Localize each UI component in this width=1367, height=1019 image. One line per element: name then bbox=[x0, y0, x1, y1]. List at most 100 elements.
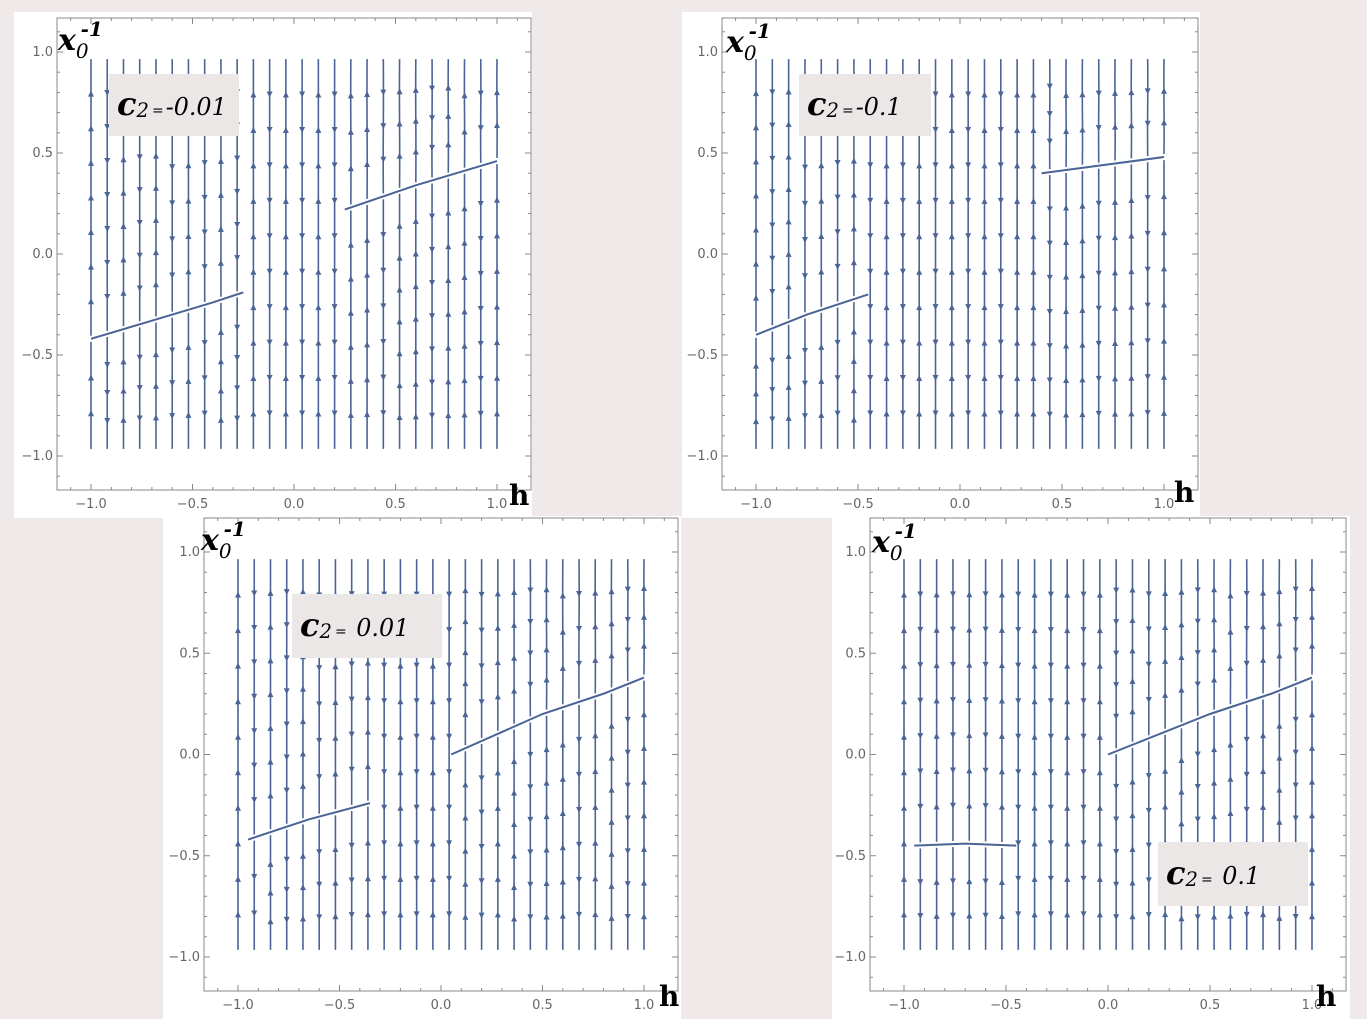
stream-arrow bbox=[867, 197, 874, 204]
stream-arrow bbox=[916, 410, 923, 417]
stream-arrow bbox=[1227, 592, 1234, 599]
stream-arrow bbox=[1129, 647, 1136, 654]
stream-arrow bbox=[641, 845, 647, 852]
stream-arrow bbox=[1129, 616, 1136, 623]
stream-arrow bbox=[1113, 849, 1120, 856]
stream-arrow bbox=[1162, 657, 1169, 664]
stream-arrow bbox=[933, 732, 940, 739]
stream-arrow bbox=[217, 416, 224, 423]
stream-arrow bbox=[266, 162, 273, 169]
stream-arrow bbox=[785, 283, 792, 290]
stream-arrow bbox=[1014, 410, 1021, 417]
streamplot-c2-0.1: −1.0 −0.5 0.0 0.5 1.0 −1.0 −0.5 0.0 0.5 1.0 c2 = 0.… bbox=[834, 517, 1347, 1013]
panel-bottom-left: −1.0 −0.5 0.0 0.5 1.0 −1.0 −0.5 0.0 0.5 1.0 c2 = 0.… bbox=[163, 516, 681, 1019]
stream-arrow bbox=[429, 115, 436, 122]
stream-arrow bbox=[1079, 306, 1086, 313]
stream-arrow bbox=[413, 698, 420, 705]
stream-arrow bbox=[396, 318, 403, 325]
stream-arrow bbox=[1144, 338, 1151, 345]
stream-arrow bbox=[1047, 875, 1054, 882]
stream-arrow bbox=[1030, 339, 1037, 346]
attracting-curve bbox=[1041, 156, 1165, 175]
stream-arrow bbox=[818, 377, 825, 384]
stream-arrow bbox=[88, 229, 94, 236]
stream-arrow bbox=[527, 618, 534, 625]
stream-arrow bbox=[381, 769, 388, 776]
stream-arrow bbox=[1079, 126, 1086, 133]
stream-arrow bbox=[1144, 120, 1151, 127]
stream-arrow bbox=[88, 90, 94, 97]
stream-arrow bbox=[396, 414, 403, 421]
stream-arrow bbox=[624, 749, 631, 756]
stream-arrow bbox=[543, 646, 550, 653]
stream-arrow bbox=[966, 767, 973, 774]
stream-arrow bbox=[347, 165, 354, 172]
stream-arrow bbox=[283, 916, 290, 923]
stream-arrow bbox=[901, 911, 907, 918]
x-tick-label: −1.0 bbox=[740, 497, 772, 512]
stream-arrow bbox=[901, 627, 907, 634]
stream-arrow bbox=[477, 340, 484, 347]
stream-arrow bbox=[201, 229, 208, 236]
stream-arrow bbox=[769, 155, 776, 162]
x-tick-label: 1.0 bbox=[1302, 998, 1323, 1013]
x-axis-label: h bbox=[1174, 476, 1194, 509]
stream-arrow bbox=[641, 584, 647, 591]
y-tick-label: 1.0 bbox=[32, 45, 53, 60]
stream-arrow bbox=[818, 343, 825, 350]
stream-arrow bbox=[1095, 340, 1102, 347]
stream-arrow bbox=[1292, 617, 1299, 624]
stream-arrow bbox=[282, 197, 289, 204]
stream-arrow bbox=[396, 152, 403, 159]
stream-arrow bbox=[965, 162, 972, 169]
stream-arrow bbox=[88, 194, 94, 201]
stream-arrow bbox=[1211, 646, 1218, 653]
stream-arrow bbox=[917, 913, 924, 920]
stream-arrow bbox=[429, 840, 436, 847]
stream-arrow bbox=[1014, 162, 1021, 169]
stream-arrow bbox=[641, 913, 647, 920]
stream-arrow bbox=[1014, 268, 1021, 275]
stream-arrow bbox=[299, 197, 306, 204]
stream-arrow bbox=[834, 410, 841, 417]
attracting-curve bbox=[1107, 676, 1313, 756]
stream-arrow bbox=[543, 746, 550, 753]
stream-arrow bbox=[511, 588, 518, 595]
stream-arrow bbox=[883, 375, 890, 382]
stream-arrow bbox=[1161, 193, 1167, 200]
stream-arrow bbox=[364, 341, 371, 348]
stream-arrow bbox=[267, 758, 274, 765]
stream-arrow bbox=[1113, 914, 1120, 921]
stream-arrow bbox=[1260, 803, 1267, 810]
x-tick-label: 0.5 bbox=[532, 998, 553, 1013]
stream-arrow bbox=[883, 339, 890, 346]
stream-arrow bbox=[801, 380, 808, 387]
stream-arrow bbox=[932, 162, 939, 169]
stream-arrow bbox=[933, 662, 940, 669]
stream-arrow bbox=[981, 197, 988, 204]
stream-arrow bbox=[981, 162, 988, 169]
stream-arrow bbox=[397, 698, 404, 705]
stream-arrow bbox=[932, 410, 939, 417]
stream-arrow bbox=[1096, 627, 1103, 634]
stream-arrow bbox=[396, 254, 403, 261]
stream-arrow bbox=[901, 733, 907, 740]
stream-arrow bbox=[818, 411, 825, 418]
stream-arrow bbox=[445, 141, 452, 148]
stream-arrow bbox=[299, 268, 306, 275]
stream-arrow bbox=[1144, 302, 1151, 309]
stream-arrow bbox=[1031, 840, 1038, 847]
stream-arrow bbox=[282, 91, 289, 98]
stream-arrow bbox=[494, 196, 500, 203]
stream-arrow bbox=[282, 233, 289, 240]
stream-arrow bbox=[283, 754, 290, 761]
stream-arrow bbox=[917, 733, 924, 740]
stream-arrow bbox=[477, 125, 484, 132]
stream-arrow bbox=[235, 804, 241, 811]
stream-arrow bbox=[1014, 197, 1021, 204]
stream-arrow bbox=[753, 90, 759, 97]
stream-arrow bbox=[266, 375, 273, 382]
stream-arrow bbox=[932, 339, 939, 346]
stream-arrow bbox=[446, 698, 453, 705]
stream-arrow bbox=[1014, 304, 1021, 311]
